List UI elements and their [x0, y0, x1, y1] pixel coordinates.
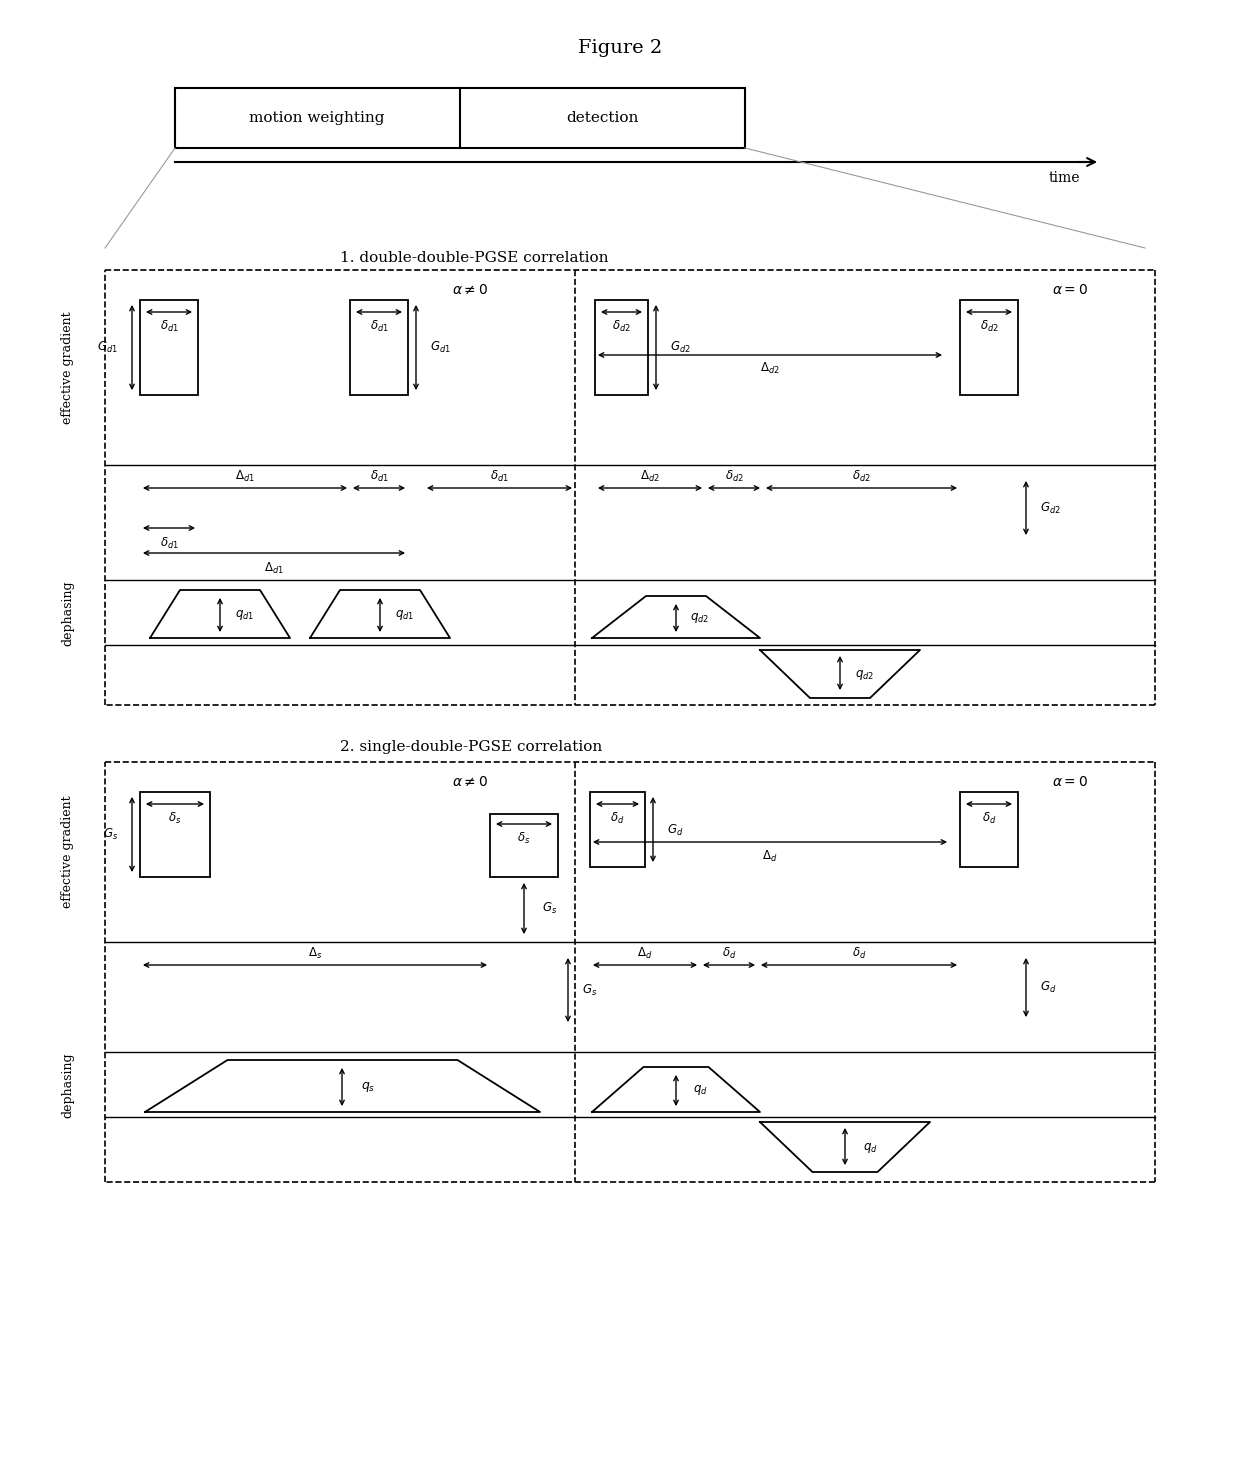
Text: 1. double-double-PGSE correlation: 1. double-double-PGSE correlation — [340, 251, 609, 265]
Text: $\delta_d$: $\delta_d$ — [852, 946, 867, 960]
Bar — [175, 88, 745, 148]
Text: $\delta_{d1}$: $\delta_{d1}$ — [370, 469, 388, 484]
Bar — [590, 792, 645, 866]
Text: $\delta_{d1}$: $\delta_{d1}$ — [160, 318, 179, 334]
Text: detection: detection — [565, 111, 639, 125]
Text: Figure 2: Figure 2 — [578, 40, 662, 57]
Text: $\delta_{d1}$: $\delta_{d1}$ — [370, 318, 388, 334]
Text: $q_d$: $q_d$ — [693, 1083, 707, 1097]
Bar — [960, 301, 1018, 394]
Text: $\delta_s$: $\delta_s$ — [517, 830, 531, 846]
Text: $\Delta_s$: $\Delta_s$ — [308, 946, 322, 960]
Text: time: time — [1049, 172, 1080, 185]
Text: $G_s$: $G_s$ — [582, 982, 598, 997]
Text: $\delta_{d2}$: $\delta_{d2}$ — [852, 469, 870, 484]
Text: $\delta_s$: $\delta_s$ — [169, 811, 181, 825]
Bar — [490, 814, 558, 877]
Text: $\delta_d$: $\delta_d$ — [722, 946, 737, 960]
Text: $q_d$: $q_d$ — [863, 1141, 878, 1155]
Text: $G_{d2}$: $G_{d2}$ — [670, 340, 691, 355]
Text: $\Delta_{d2}$: $\Delta_{d2}$ — [760, 361, 780, 375]
Text: $\Delta_d$: $\Delta_d$ — [637, 946, 652, 960]
Text: $G_d$: $G_d$ — [1040, 979, 1056, 994]
Text: $q_{d2}$: $q_{d2}$ — [691, 611, 709, 625]
Text: $\delta_{d2}$: $\delta_{d2}$ — [724, 469, 744, 484]
Text: $\delta_{d1}$: $\delta_{d1}$ — [160, 535, 179, 551]
Text: $\delta_{d1}$: $\delta_{d1}$ — [490, 469, 508, 484]
Text: $G_s$: $G_s$ — [542, 902, 557, 916]
Text: $\Delta_{d1}$: $\Delta_{d1}$ — [264, 560, 284, 576]
Text: $\alpha \neq 0$: $\alpha \neq 0$ — [453, 776, 489, 789]
Text: $G_d$: $G_d$ — [667, 822, 683, 837]
Text: $\delta_d$: $\delta_d$ — [610, 811, 625, 825]
Text: $\Delta_{d1}$: $\Delta_{d1}$ — [236, 469, 255, 484]
Text: $q_{d2}$: $q_{d2}$ — [856, 668, 874, 682]
Text: $q_{d1}$: $q_{d1}$ — [396, 608, 414, 622]
Text: $\alpha = 0$: $\alpha = 0$ — [1052, 776, 1087, 789]
Bar — [350, 301, 408, 394]
Bar — [140, 792, 210, 877]
Text: $G_{d2}$: $G_{d2}$ — [1040, 500, 1060, 516]
Text: $q_s$: $q_s$ — [361, 1080, 376, 1094]
Bar — [960, 792, 1018, 866]
Text: motion weighting: motion weighting — [249, 111, 384, 125]
Text: $\delta_d$: $\delta_d$ — [982, 811, 996, 825]
Text: effective gradient: effective gradient — [62, 796, 74, 909]
Text: $q_{d1}$: $q_{d1}$ — [236, 608, 254, 622]
Text: $G_{d1}$: $G_{d1}$ — [97, 340, 118, 355]
Text: $\Delta_d$: $\Delta_d$ — [763, 849, 777, 863]
Text: $\delta_{d2}$: $\delta_{d2}$ — [980, 318, 998, 334]
Text: $\delta_{d2}$: $\delta_{d2}$ — [613, 318, 631, 334]
Bar — [595, 301, 649, 394]
Text: $\alpha \neq 0$: $\alpha \neq 0$ — [453, 283, 489, 298]
Bar — [140, 301, 198, 394]
Text: $\alpha = 0$: $\alpha = 0$ — [1052, 283, 1087, 298]
Text: $\Delta_{d2}$: $\Delta_{d2}$ — [640, 469, 660, 484]
Text: $G_s$: $G_s$ — [103, 827, 118, 841]
Text: 2. single-double-PGSE correlation: 2. single-double-PGSE correlation — [340, 740, 603, 754]
Text: $G_{d1}$: $G_{d1}$ — [430, 340, 451, 355]
Text: dephasing: dephasing — [62, 1053, 74, 1117]
Text: effective gradient: effective gradient — [62, 312, 74, 424]
Text: dephasing: dephasing — [62, 581, 74, 647]
